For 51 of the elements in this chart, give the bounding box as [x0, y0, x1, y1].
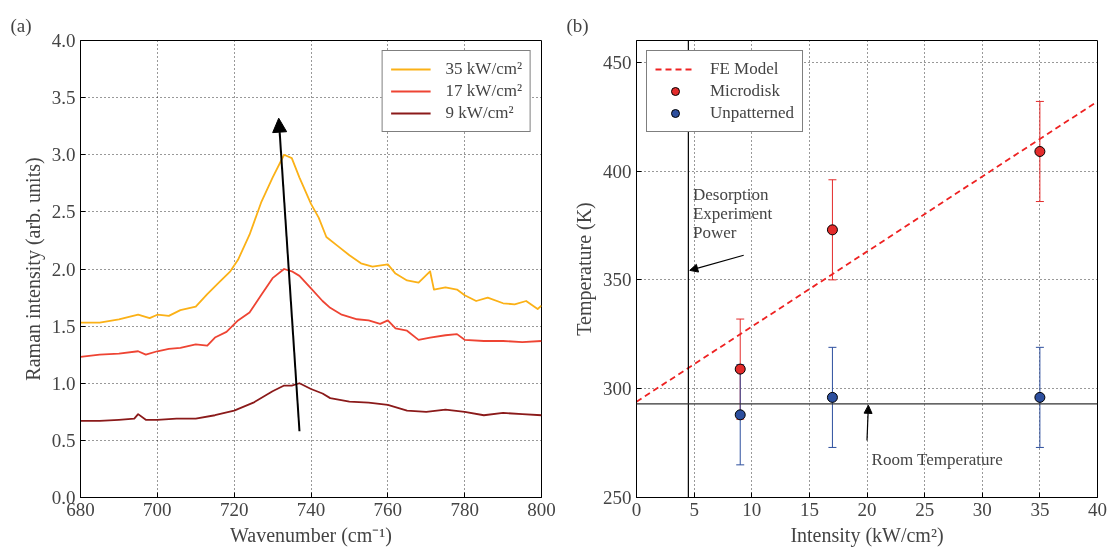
legend-label: 35 kW/cm² — [445, 59, 522, 79]
y-tick-label: 1.0 — [51, 372, 76, 394]
legend-label: FE Model — [710, 59, 779, 79]
x-tick-label: 0 — [631, 498, 642, 520]
x-tick-label: 15 — [799, 498, 819, 520]
y-tick-label: 450 — [603, 51, 632, 73]
x-tick-label: 700 — [143, 498, 172, 520]
x-tick-label: 10 — [742, 498, 762, 520]
x-tick-label: 25 — [915, 498, 935, 520]
y-tick-label: 350 — [603, 269, 632, 291]
y-tick-label: 4.0 — [51, 30, 76, 51]
line-series — [80, 268, 542, 358]
y-tick-label: 3.5 — [51, 87, 76, 109]
x-tick-label: 20 — [857, 498, 877, 520]
x-axis-title: Wavenumber (cm⁻¹) — [230, 523, 392, 547]
y-tick-label: 1.5 — [51, 315, 76, 337]
x-tick-label: 720 — [219, 498, 249, 520]
y-axis-title: Raman intensity (arb. units) — [21, 157, 45, 381]
y-tick-label: 250 — [603, 487, 632, 508]
point — [734, 409, 746, 421]
x-tick-label: 30 — [972, 498, 992, 520]
annotation: Desorption Experiment Power — [692, 184, 773, 242]
annotation: Room Temperature — [871, 449, 1003, 469]
y-tick-label: 2.0 — [51, 258, 76, 280]
chart-title: (a) — [10, 14, 32, 37]
x-tick-label: 5 — [689, 498, 699, 520]
legend-label: 17 kW/cm² — [445, 81, 522, 101]
x-tick-label: 740 — [296, 498, 326, 520]
point — [1034, 391, 1046, 403]
legend-label: Unpatterned — [710, 103, 795, 123]
chart-title: (b) — [566, 14, 589, 37]
y-tick-label: 400 — [603, 160, 632, 182]
x-axis-title: Intensity (kW/cm²) — [790, 523, 944, 547]
x-tick-label: 780 — [450, 498, 479, 520]
point — [734, 363, 746, 375]
legend-label: 9 kW/cm² — [445, 103, 514, 123]
legend-label: Microdisk — [710, 81, 780, 101]
point — [826, 391, 838, 403]
y-tick-label: 2.5 — [51, 201, 76, 223]
y-tick-label: 0.5 — [51, 429, 76, 451]
y-tick-label: 3.0 — [51, 144, 76, 166]
x-tick-label: 35 — [1030, 498, 1050, 520]
x-tick-label: 760 — [373, 498, 403, 520]
line-series — [80, 382, 542, 422]
point — [1034, 146, 1046, 157]
x-tick-label: 800 — [527, 498, 556, 520]
y-tick-label: 300 — [603, 378, 632, 400]
point — [826, 224, 838, 236]
x-tick-label: 40 — [1088, 498, 1107, 520]
line-series — [80, 153, 542, 324]
y-axis-title: Temperature (K) — [573, 202, 596, 336]
